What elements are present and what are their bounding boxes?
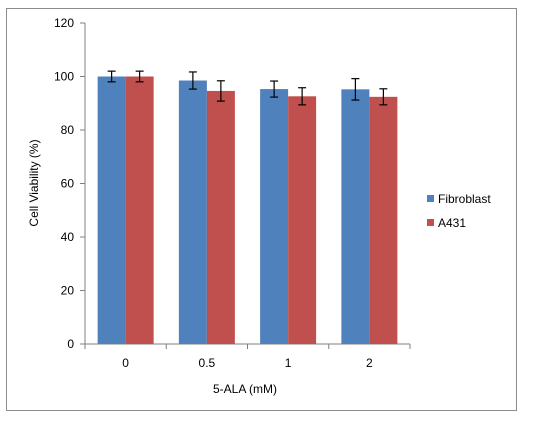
bar-a431	[125, 76, 154, 344]
bar-a431	[369, 96, 398, 344]
y-tick-label: 0	[67, 337, 74, 351]
y-tick-label: 20	[61, 284, 75, 298]
x-tick-label: 1	[285, 356, 292, 370]
legend-label-fibroblast: Fibroblast	[438, 192, 491, 206]
y-axis: 0 20 40 60 80 100 120	[54, 16, 86, 351]
error-bar	[270, 80, 279, 98]
bar-fibroblast	[341, 89, 370, 344]
x-tick-label: 0.5	[199, 356, 216, 370]
error-bar	[216, 80, 225, 102]
y-tick-label: 60	[61, 177, 75, 191]
legend-swatch-a431	[427, 219, 434, 226]
error-bar	[188, 71, 197, 90]
y-tick-label: 100	[54, 70, 74, 84]
y-tick-label: 80	[61, 123, 75, 137]
error-bar	[379, 88, 388, 106]
x-axis-label: 5-ALA (mM)	[213, 382, 277, 396]
x-tick-label: 0	[122, 356, 129, 370]
bars	[97, 76, 398, 344]
legend-swatch-fibroblast	[427, 195, 434, 202]
legend-label-a431: A431	[438, 216, 466, 230]
x-tick-label: 2	[366, 356, 373, 370]
error-bar	[298, 87, 307, 106]
bar-fibroblast	[260, 89, 289, 344]
bar-fibroblast	[97, 76, 126, 344]
x-axis: 0 0.5 1 2	[84, 343, 411, 370]
bar-a431	[288, 96, 317, 344]
error-bar	[107, 70, 116, 83]
y-tick-label: 120	[54, 16, 74, 30]
error-bar	[351, 78, 360, 101]
error-bar	[135, 70, 144, 83]
bar-fibroblast	[178, 80, 207, 344]
y-tick-label: 40	[61, 230, 75, 244]
bar-a431	[206, 90, 235, 344]
y-axis-label: Cell Viability (%)	[27, 139, 41, 226]
error-bars	[107, 70, 388, 106]
legend: Fibroblast A431	[427, 192, 491, 230]
